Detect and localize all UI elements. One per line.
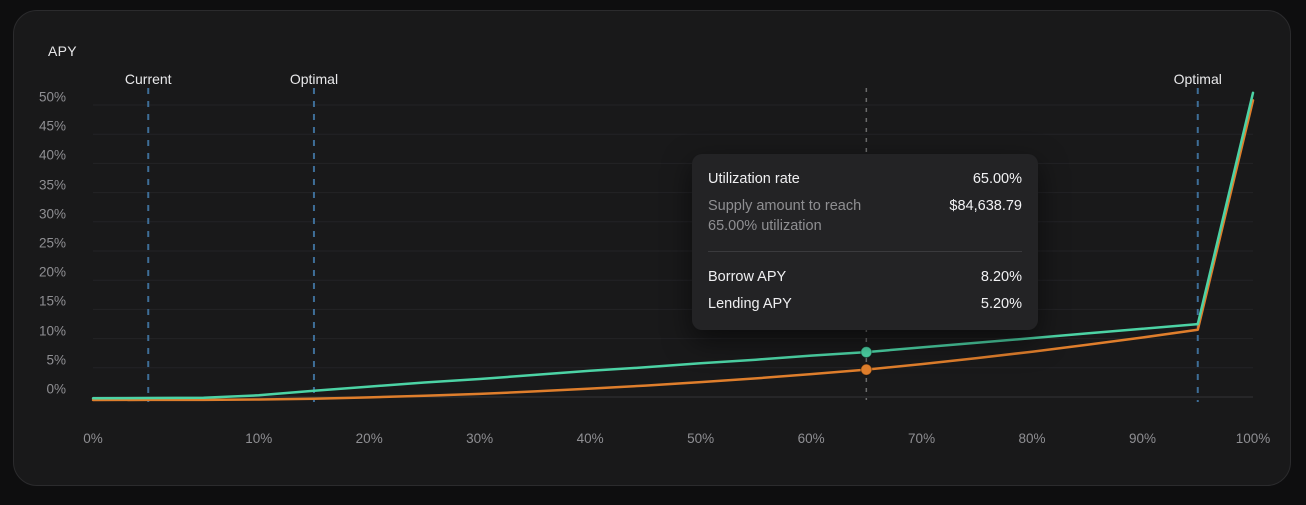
x-tick-label: 90% xyxy=(1129,431,1157,446)
y-tick-label: 25% xyxy=(38,235,66,251)
chart-tooltip: Utilization rate 65.00% Supply amount to… xyxy=(692,154,1038,330)
tooltip-divider xyxy=(708,251,1022,252)
y-tick-label: 0% xyxy=(46,381,66,397)
tooltip-borrow-apy-value: 8.20% xyxy=(980,269,1022,285)
y-tick-label: 5% xyxy=(46,352,66,368)
x-tick-label: 80% xyxy=(1018,431,1046,446)
y-tick-label: 10% xyxy=(38,323,66,339)
y-tick-label: 30% xyxy=(38,206,66,222)
y-tick-label: 20% xyxy=(38,264,66,280)
x-tick-label: 70% xyxy=(908,431,936,446)
borrow-apy-line xyxy=(91,91,1255,400)
tooltip-utilization-value: 65.00% xyxy=(972,171,1022,187)
tooltip-supply-value: $84,638.79 xyxy=(949,198,1022,214)
x-tick-label: 30% xyxy=(466,431,494,446)
x-tick-label: 10% xyxy=(245,431,273,446)
tooltip-lending-apy-value: 5.20% xyxy=(980,296,1022,312)
marker-label-current: Current xyxy=(124,71,172,87)
y-axis-title: APY xyxy=(48,43,77,59)
tooltip-lending-apy-label: Lending APY xyxy=(708,296,792,312)
tooltip-utilization-label: Utilization rate xyxy=(708,171,800,187)
x-tick-label: 20% xyxy=(355,431,383,446)
y-tick-label: 15% xyxy=(38,293,66,309)
tooltip-borrow-apy-label: Borrow APY xyxy=(708,269,787,285)
marker-label-optimal: Optimal xyxy=(289,71,339,87)
x-tick-label: 40% xyxy=(576,431,604,446)
lending-apy-line xyxy=(91,99,1255,402)
tooltip-supply-label: Supply amount to reach 65.00% utilizatio… xyxy=(708,198,862,234)
lending-apy-dot xyxy=(860,363,873,376)
x-tick-label: 50% xyxy=(687,431,715,446)
y-tick-label: 50% xyxy=(38,89,66,105)
x-tick-label: 0% xyxy=(83,431,103,446)
x-tick-label: 60% xyxy=(797,431,825,446)
y-tick-label: 35% xyxy=(38,177,66,193)
chart-card xyxy=(13,10,1291,486)
borrow-apy-dot xyxy=(860,346,873,359)
y-tick-label: 40% xyxy=(38,147,66,163)
x-tick-label: 100% xyxy=(1235,431,1271,446)
y-tick-label: 45% xyxy=(38,118,66,134)
marker-label-optimal: Optimal xyxy=(1173,71,1222,87)
